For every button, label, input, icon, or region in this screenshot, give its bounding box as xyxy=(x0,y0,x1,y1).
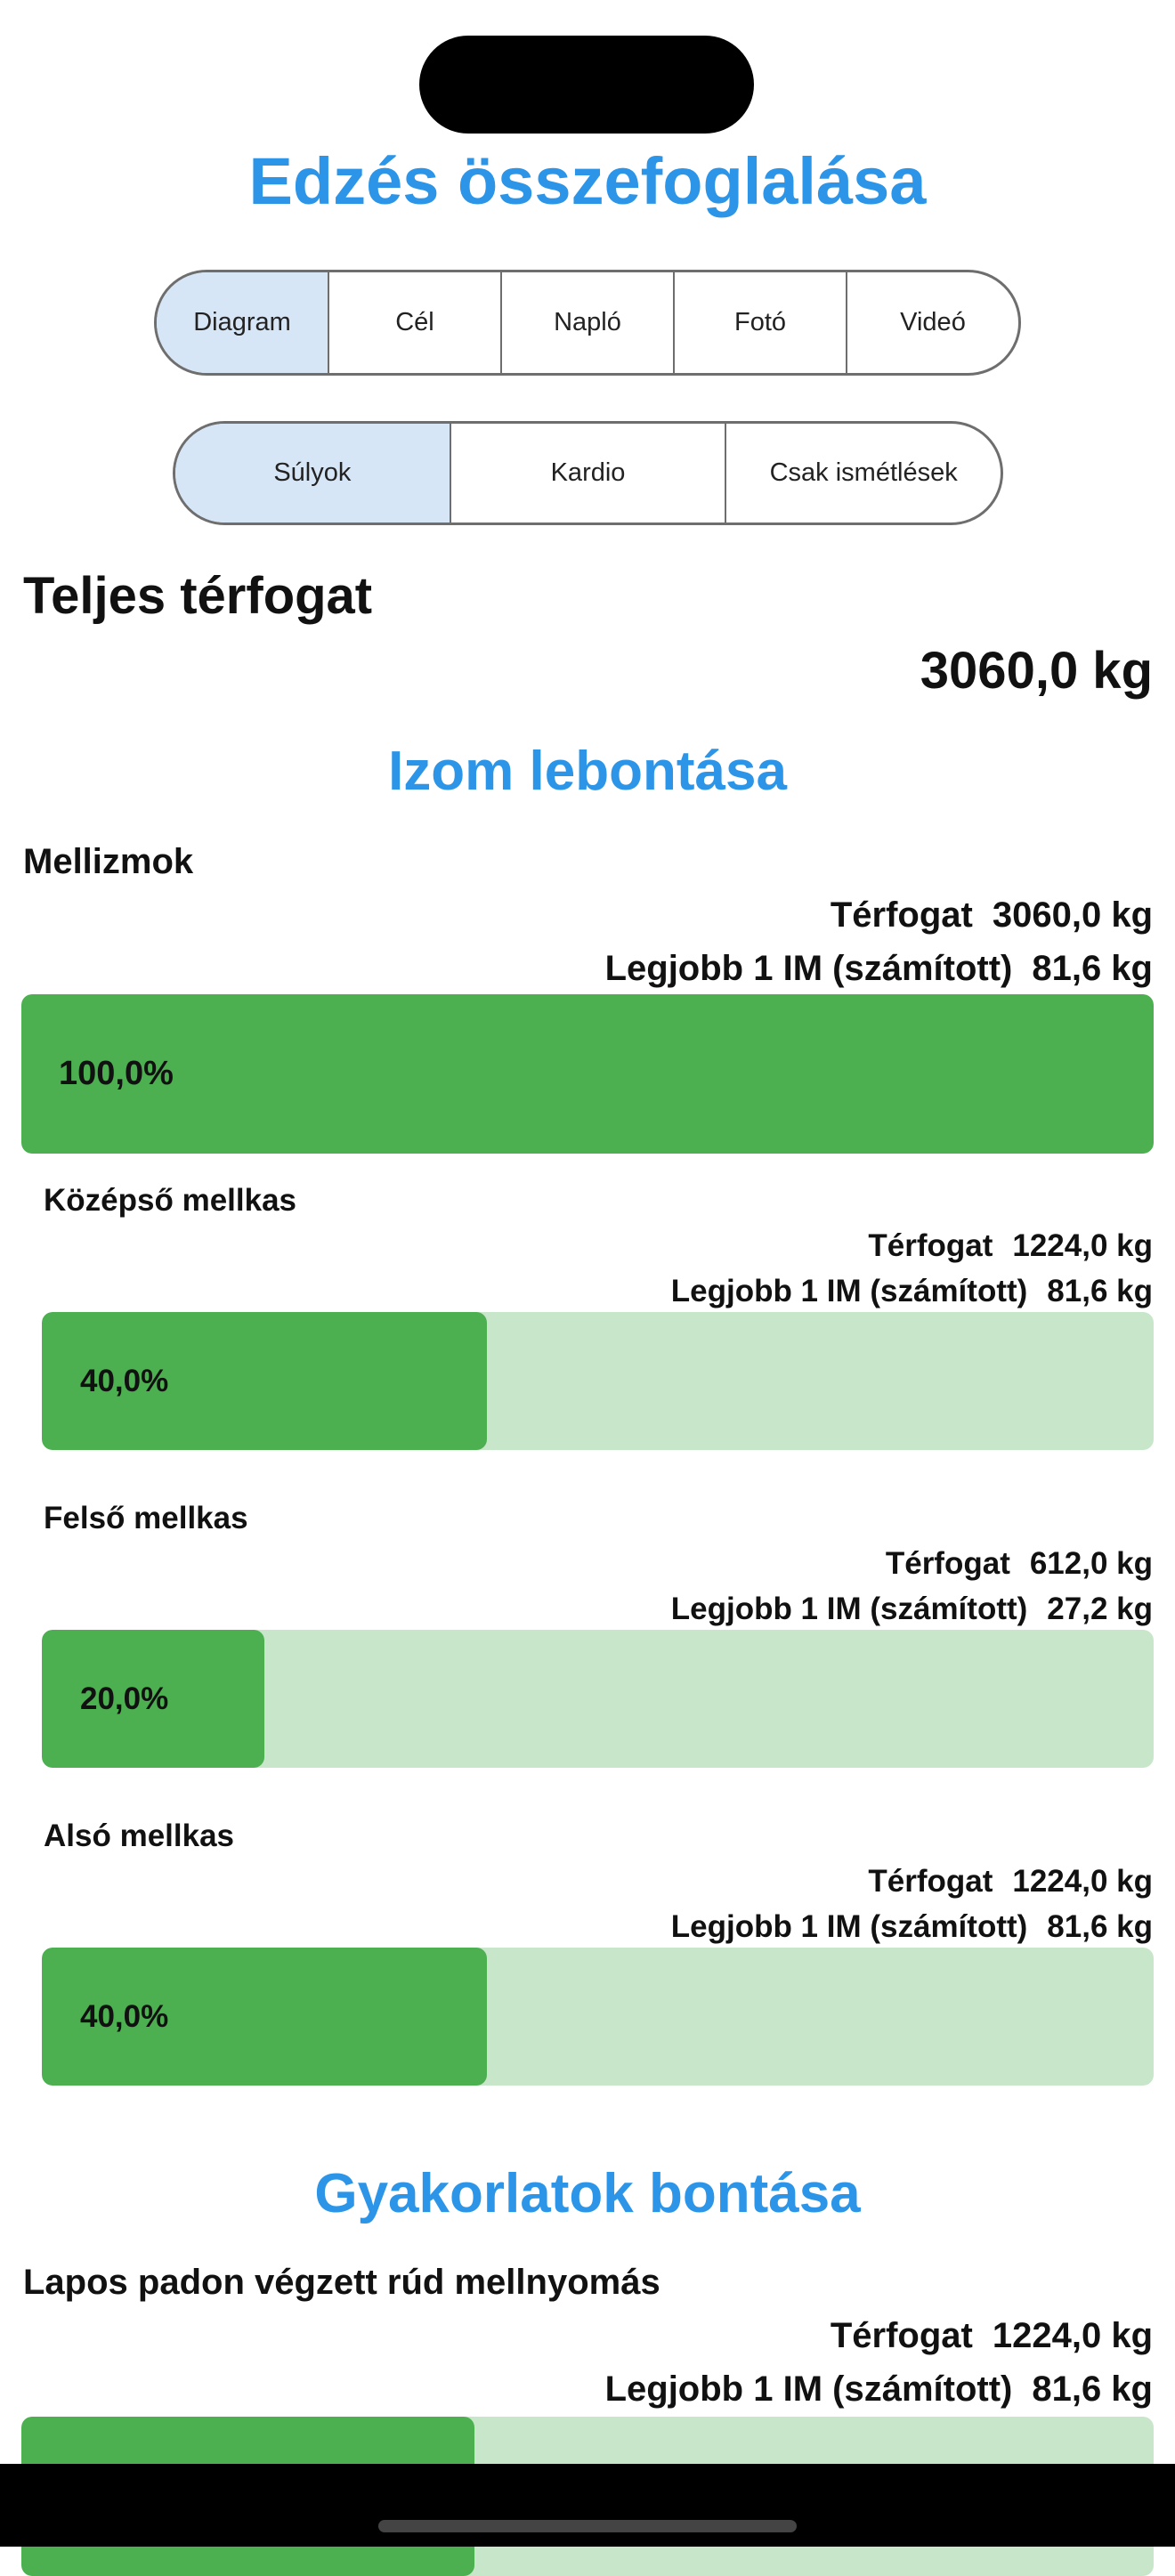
stat-row: Legjobb 1 IM (számított) 81,6 kg xyxy=(671,1269,1153,1313)
title: Edzés összefoglalása xyxy=(248,144,927,219)
stat-label: Legjobb 1 IM (számított) xyxy=(604,2369,1013,2409)
stat-label: Térfogat xyxy=(830,895,973,935)
stat-row: Legjobb 1 IM (számított) 81,6 kg xyxy=(605,944,1153,993)
stat-value: 612,0 kg xyxy=(1029,1545,1153,1581)
stat-label: Térfogat xyxy=(830,2316,973,2355)
muscle-name: Felső mellkas xyxy=(44,1500,248,1535)
exercise-name: Lapos padon végzett rúd mellnyomás xyxy=(23,2263,660,2302)
stat-value: 81,6 kg xyxy=(1032,949,1153,988)
progress-track: 20,0% xyxy=(42,1630,1154,1768)
stat-row: Térfogat 3060,0 kg xyxy=(831,890,1153,940)
percent-label: 40,0% xyxy=(80,1998,169,2034)
stat-value: 1224,0 kg xyxy=(1012,1227,1153,1263)
tab[interactable]: Fotó xyxy=(673,272,846,373)
stat-value: 81,6 kg xyxy=(1047,1908,1153,1944)
tab-bar: Diagram Cél Napló Fotó Videó xyxy=(154,270,1021,376)
subtab-bar: Súlyok Kardio Csak ismétlések xyxy=(173,421,1003,525)
home-bar xyxy=(0,2464,1175,2547)
total-value: 3060,0 kg xyxy=(920,642,1153,701)
home-indicator xyxy=(378,2520,797,2532)
section-title: Izom lebontása xyxy=(388,740,787,802)
total-label: Teljes térfogat xyxy=(23,567,373,626)
percent-label: 100,0% xyxy=(59,1055,174,1092)
progress-fill xyxy=(42,1630,264,1768)
percent-label: 20,0% xyxy=(80,1681,169,1716)
stat-value: 81,6 kg xyxy=(1047,1273,1153,1308)
progress-track: 100,0% xyxy=(21,994,1154,1154)
stat-row: Térfogat 1224,0 kg xyxy=(831,2311,1153,2361)
subtab[interactable]: Súlyok xyxy=(175,424,450,522)
progress-fill xyxy=(42,1948,487,2086)
stat-label: Legjobb 1 IM (számított) xyxy=(670,1273,1028,1308)
stat-row: Térfogat 612,0 kg xyxy=(886,1542,1153,1585)
progress-track: 40,0% xyxy=(42,1948,1154,2086)
subtab[interactable]: Kardio xyxy=(449,424,725,522)
stat-row: Térfogat 1224,0 kg xyxy=(868,1224,1153,1268)
stat-value: 27,2 kg xyxy=(1047,1591,1153,1626)
subtab[interactable]: Csak ismétlések xyxy=(725,424,1001,522)
dynamic-island xyxy=(419,36,754,134)
stat-label: Térfogat xyxy=(885,1545,1010,1581)
stat-label: Legjobb 1 IM (számított) xyxy=(670,1908,1028,1944)
stat-row: Legjobb 1 IM (számított) 81,6 kg xyxy=(605,2364,1153,2414)
stat-value: 1224,0 kg xyxy=(992,2316,1153,2355)
tab[interactable]: Videó xyxy=(846,272,1018,373)
percent-label: 40,0% xyxy=(80,1363,169,1398)
stat-row: Legjobb 1 IM (számított) 27,2 kg xyxy=(671,1587,1153,1631)
stat-row: Térfogat 1224,0 kg xyxy=(868,1859,1153,1903)
stat-label: Legjobb 1 IM (számított) xyxy=(604,949,1013,988)
progress-fill xyxy=(42,1312,487,1450)
group-name: Mellizmok xyxy=(23,842,194,881)
stat-label: Térfogat xyxy=(868,1863,993,1899)
tab[interactable]: Cél xyxy=(328,272,500,373)
stat-row: Legjobb 1 IM (számított) 81,6 kg xyxy=(671,1905,1153,1948)
stat-value: 3060,0 kg xyxy=(992,895,1153,935)
section-title: Gyakorlatok bontása xyxy=(314,2162,861,2224)
stat-label: Legjobb 1 IM (számított) xyxy=(670,1591,1028,1626)
stat-value: 1224,0 kg xyxy=(1012,1863,1153,1899)
stat-value: 81,6 kg xyxy=(1032,2369,1153,2409)
tab[interactable]: Diagram xyxy=(157,272,328,373)
progress-fill xyxy=(21,994,1154,1154)
tab[interactable]: Napló xyxy=(500,272,673,373)
stat-label: Térfogat xyxy=(868,1227,993,1263)
muscle-name: Középső mellkas xyxy=(44,1182,296,1218)
progress-track: 40,0% xyxy=(42,1312,1154,1450)
muscle-name: Alsó mellkas xyxy=(44,1818,234,1853)
